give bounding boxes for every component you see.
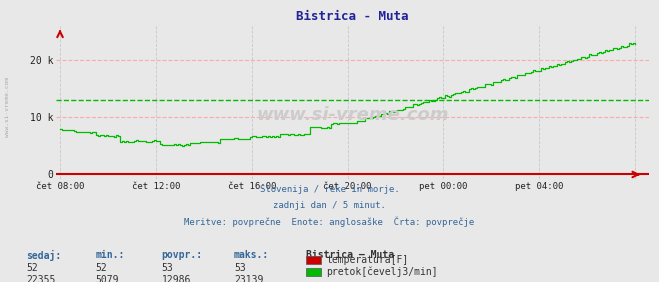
Text: Bistrica – Muta: Bistrica – Muta xyxy=(306,250,395,259)
Text: 5079: 5079 xyxy=(96,275,119,282)
Text: povpr.:: povpr.: xyxy=(161,250,202,259)
Text: zadnji dan / 5 minut.: zadnji dan / 5 minut. xyxy=(273,201,386,210)
Text: maks.:: maks.: xyxy=(234,250,269,259)
Text: min.:: min.: xyxy=(96,250,125,259)
Text: www.si-vreme.com: www.si-vreme.com xyxy=(5,77,11,137)
Text: pretok[čevelj3/min]: pretok[čevelj3/min] xyxy=(326,267,438,277)
Text: temperatura[F]: temperatura[F] xyxy=(326,255,409,265)
Text: www.si-vreme.com: www.si-vreme.com xyxy=(256,105,449,124)
Text: sedaj:: sedaj: xyxy=(26,250,61,261)
Text: 53: 53 xyxy=(234,263,246,273)
Text: 22355: 22355 xyxy=(26,275,56,282)
Text: 52: 52 xyxy=(26,263,38,273)
Text: 23139: 23139 xyxy=(234,275,264,282)
Text: 53: 53 xyxy=(161,263,173,273)
Text: 12986: 12986 xyxy=(161,275,191,282)
Text: Slovenija / reke in morje.: Slovenija / reke in morje. xyxy=(260,185,399,194)
Text: Meritve: povprečne  Enote: anglosaške  Črta: povprečje: Meritve: povprečne Enote: anglosaške Črt… xyxy=(185,217,474,227)
Title: Bistrica - Muta: Bistrica - Muta xyxy=(297,10,409,23)
Text: 52: 52 xyxy=(96,263,107,273)
